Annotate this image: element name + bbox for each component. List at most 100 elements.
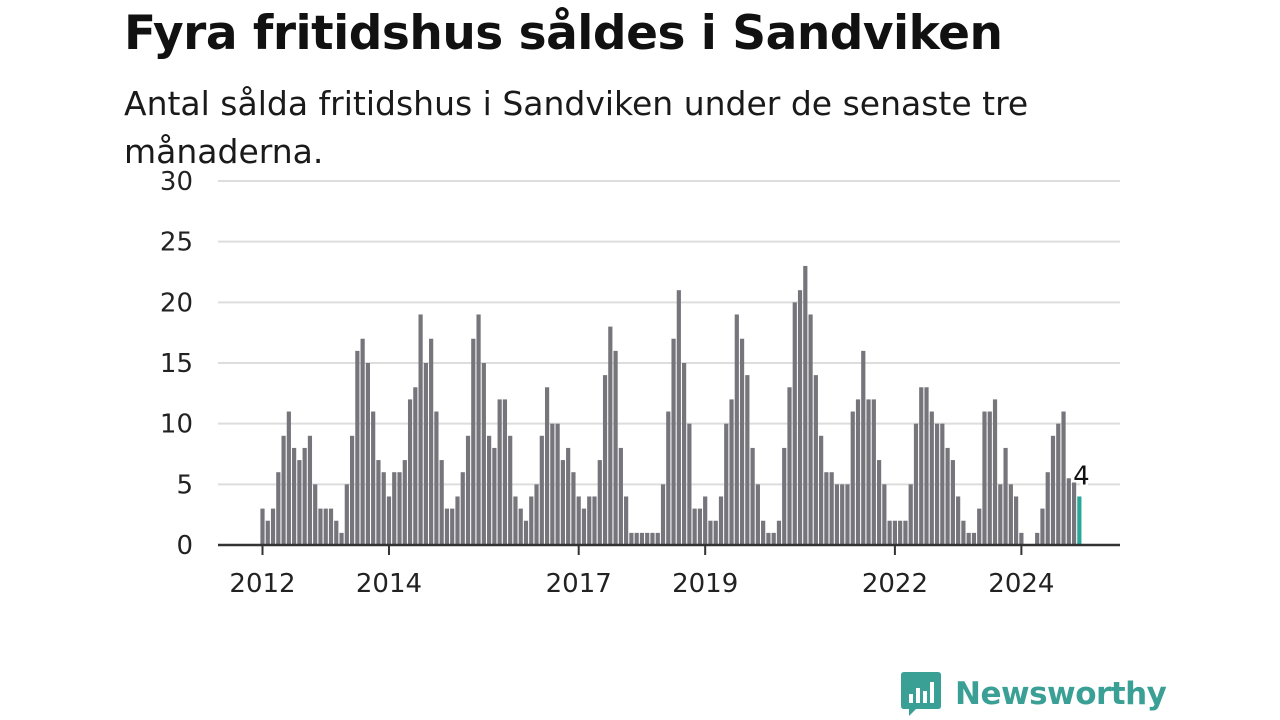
bar — [1035, 532, 1040, 545]
bar — [682, 363, 687, 545]
bar — [713, 520, 718, 545]
bar — [819, 435, 824, 545]
bar — [987, 411, 992, 545]
bar — [576, 496, 581, 545]
bar — [845, 484, 850, 545]
bar — [502, 399, 508, 545]
bar — [544, 387, 550, 545]
y-tick-label: 0 — [176, 531, 193, 561]
bar — [929, 411, 934, 545]
bar — [297, 460, 302, 545]
bar — [418, 314, 423, 545]
bar — [829, 472, 834, 545]
bar — [423, 363, 428, 545]
bar — [518, 508, 523, 545]
bar — [618, 447, 623, 545]
bar — [998, 484, 1003, 545]
bar — [1008, 484, 1013, 545]
bar — [934, 423, 940, 545]
bar — [776, 520, 782, 545]
bar — [750, 447, 755, 545]
bar — [281, 435, 286, 545]
bar — [529, 496, 534, 545]
bar — [729, 399, 734, 545]
labels: 0 5 10 15 20 25 30 2012 2014 2017 2019 2022 2024 4 — [160, 167, 1092, 599]
bar — [260, 508, 265, 545]
bar — [481, 363, 486, 545]
bar — [1061, 411, 1066, 545]
bar — [908, 484, 913, 545]
bar — [919, 387, 924, 545]
bar — [634, 532, 639, 545]
bar — [555, 423, 560, 545]
bar — [476, 314, 481, 545]
bar — [270, 508, 276, 545]
bar — [334, 520, 339, 545]
bar — [876, 460, 882, 545]
bar — [339, 532, 344, 545]
bar — [624, 496, 629, 545]
bar — [1050, 435, 1056, 545]
latest-value-label: 4 — [1073, 461, 1090, 491]
bar — [813, 375, 818, 545]
bar — [892, 520, 897, 545]
bar — [402, 460, 407, 545]
bar — [328, 508, 334, 545]
bar — [850, 411, 855, 545]
bar — [650, 532, 655, 545]
bar — [413, 387, 418, 545]
bar — [924, 387, 929, 545]
bar — [292, 447, 297, 545]
bar — [371, 411, 376, 545]
x-tick-label: 2024 — [988, 569, 1054, 599]
x-tick-label: 2014 — [356, 569, 422, 599]
newsworthy-logo-icon — [901, 672, 941, 716]
bar — [355, 350, 360, 545]
bar — [734, 314, 739, 545]
bar — [913, 423, 919, 545]
bar — [508, 435, 513, 545]
y-tick-label: 25 — [160, 228, 193, 258]
bar — [592, 496, 597, 545]
bar — [523, 520, 529, 545]
x-tick-label: 2017 — [546, 569, 612, 599]
bar — [434, 411, 439, 545]
bar — [1003, 447, 1008, 545]
bar — [666, 411, 671, 545]
bar — [966, 532, 971, 545]
bar — [866, 399, 871, 545]
bar — [492, 447, 497, 545]
bar — [550, 423, 555, 545]
bar — [286, 411, 291, 545]
axes — [218, 543, 1120, 555]
bar — [602, 375, 608, 545]
bar — [940, 423, 945, 545]
bar — [887, 520, 892, 545]
bar — [1045, 472, 1050, 545]
bar — [376, 460, 381, 545]
bar — [1040, 508, 1045, 545]
bar — [882, 484, 887, 545]
bar — [471, 338, 476, 545]
bar — [487, 435, 492, 545]
bar — [381, 472, 386, 545]
bar — [349, 435, 355, 545]
bar — [808, 314, 813, 545]
bar — [782, 447, 787, 545]
bar — [687, 423, 692, 545]
brand-name: Newsworthy — [955, 676, 1167, 712]
y-tick-label: 15 — [160, 349, 193, 379]
bar — [460, 472, 465, 545]
bar — [566, 447, 571, 545]
bar — [861, 350, 866, 545]
bar — [560, 460, 565, 545]
bar — [639, 532, 645, 545]
bar — [703, 496, 708, 545]
bar — [824, 472, 829, 545]
bar — [645, 532, 650, 545]
bar — [792, 302, 797, 545]
bar — [571, 472, 576, 545]
bar — [739, 338, 745, 545]
bar — [956, 496, 961, 545]
x-tick-label: 2022 — [862, 569, 928, 599]
